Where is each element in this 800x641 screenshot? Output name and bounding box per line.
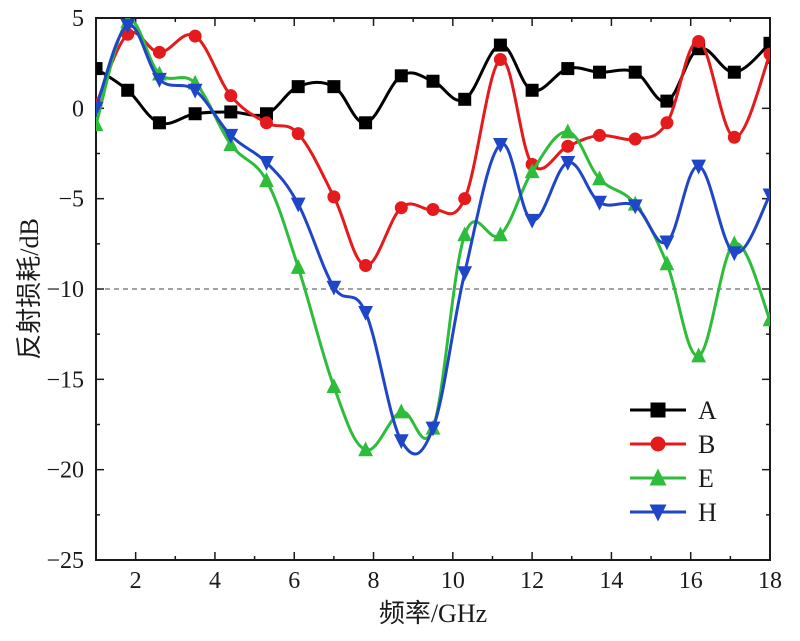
legend-item-A: A: [698, 396, 717, 425]
reflection-loss-chart: 2 4 6 8 10 12 14 16 18 −25 −20 −15 −10 −5 0 5 频率/GHz 反射损耗…: [0, 0, 800, 641]
y-tick-label: −10: [46, 277, 84, 303]
x-tick-label: 4: [209, 568, 221, 594]
x-tick-label: 14: [599, 568, 623, 594]
x-tick-label: 8: [368, 568, 380, 594]
x-tick-label: 18: [758, 568, 782, 594]
x-tick-label: 16: [679, 568, 703, 594]
legend-item-H: H: [698, 498, 717, 527]
y-tick-label: −5: [58, 187, 84, 213]
chart-svg: 2 4 6 8 10 12 14 16 18 −25 −20 −15 −10 −5 0 5 频率/GHz 反射损耗…: [0, 0, 800, 641]
y-tick-label: −15: [46, 367, 84, 393]
y-axis-label: 反射损耗/dB: [15, 218, 44, 360]
x-axis-label: 频率/GHz: [379, 599, 487, 628]
x-tick-label: 10: [441, 568, 465, 594]
x-tick-label: 2: [130, 568, 142, 594]
y-tick-label: 5: [72, 6, 84, 32]
y-tick-label: −25: [46, 548, 84, 574]
x-tick-label: 6: [288, 568, 300, 594]
legend-item-E: E: [698, 464, 714, 493]
x-tick-label: 12: [520, 568, 544, 594]
y-tick-label: 0: [72, 96, 84, 122]
y-tick-label: −20: [46, 458, 84, 484]
legend-item-B: B: [698, 430, 715, 459]
